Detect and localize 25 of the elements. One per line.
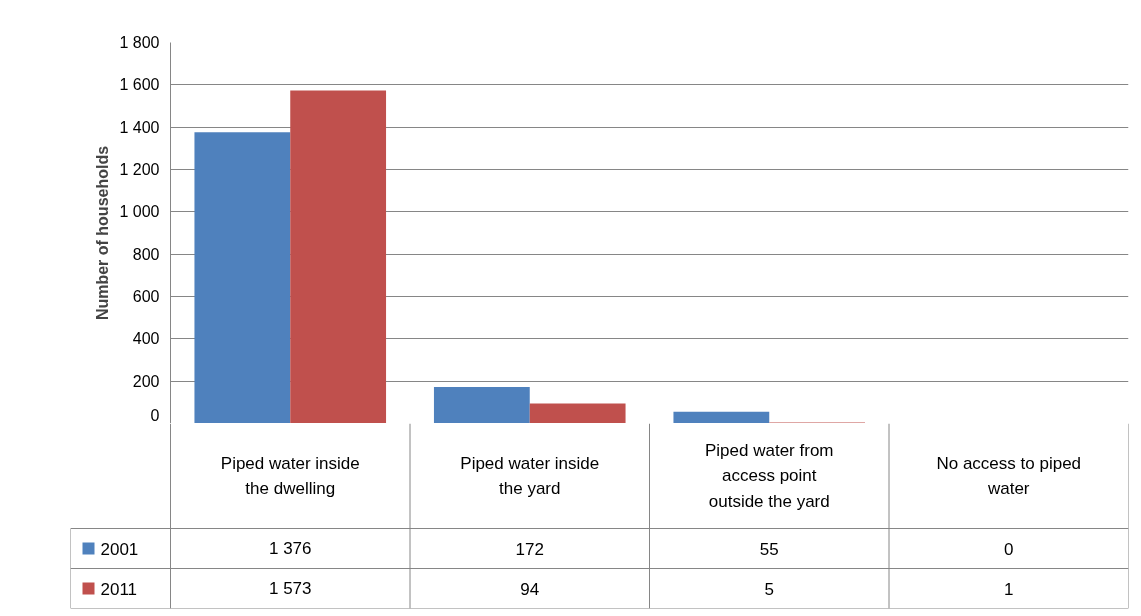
y-tick-label: 0: [150, 406, 160, 424]
data-label: 172: [515, 539, 544, 559]
data-label: 94: [520, 579, 540, 599]
x-tick-label: No access to piped water: [936, 453, 1082, 499]
legend-label: 2011: [100, 579, 138, 599]
data-label: 0: [1004, 539, 1014, 559]
y-tick-label: 1 600: [119, 76, 160, 94]
data-label: 5: [764, 579, 774, 599]
data-label: 1 376: [268, 539, 312, 558]
x-tick-label: Piped water inside the dwelling: [220, 453, 360, 499]
y-tick-label: 1 400: [119, 118, 160, 136]
y-tick-label: 400: [132, 330, 160, 348]
y-tick-label: 800: [132, 245, 160, 263]
y-tick-label: 1 000: [119, 203, 160, 221]
y-tick-label: 1 800: [119, 34, 160, 51]
legend-label: 2001: [100, 539, 139, 559]
data-label: 1: [1004, 579, 1014, 599]
data-label: 1 573: [268, 579, 312, 598]
y-tick-label: 1 200: [119, 161, 160, 178]
x-tick-label: Piped water inside the yard: [460, 453, 600, 499]
y-tick-label: 200: [132, 372, 160, 390]
data-label: 55: [759, 539, 779, 559]
y-tick-label: 600: [132, 288, 160, 305]
y-axis-title: Number of households: [94, 145, 112, 321]
x-tick-label: Piped water from access point outside the yard: [705, 440, 834, 512]
